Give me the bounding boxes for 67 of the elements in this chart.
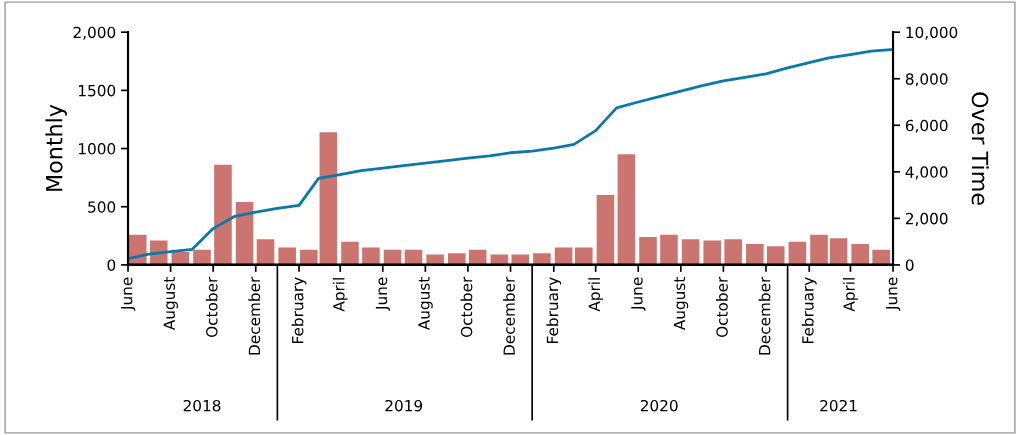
- bar: [554, 247, 573, 265]
- x-tick-label: April: [332, 278, 348, 312]
- x-tick-label: December: [758, 276, 771, 355]
- x-tick-label: June: [121, 277, 136, 311]
- bar: [766, 246, 785, 265]
- x-tick-label: February: [801, 277, 817, 343]
- x-tick-label: October: [205, 276, 218, 338]
- bar: [256, 239, 275, 265]
- bar: [681, 239, 700, 265]
- y2-tick-label: 10,000: [906, 26, 958, 40]
- bar: [596, 195, 615, 265]
- bar: [639, 236, 657, 265]
- line-series: [128, 48, 894, 261]
- x-tick-label: February: [291, 277, 307, 343]
- x-tick-label: October: [460, 276, 473, 338]
- y2-tick-label: 2,000: [905, 212, 948, 226]
- x-tick-label: December: [503, 276, 515, 355]
- x-tick-label: August: [418, 277, 433, 331]
- bar: [788, 241, 807, 265]
- bar: [319, 132, 338, 265]
- y2-tick-label: 4,000: [905, 166, 948, 180]
- bar: [703, 240, 722, 265]
- x-tick-label: April: [588, 278, 604, 312]
- bar: [575, 247, 593, 265]
- bar: [235, 202, 254, 265]
- x-tick-label: June: [886, 277, 901, 311]
- y-tick-label: 1500: [79, 84, 116, 97]
- x-tick-label: August: [673, 277, 689, 331]
- y2-tick-label: 8,000: [905, 73, 948, 87]
- bar: [214, 164, 232, 265]
- y-axis-title: Monthly: [45, 104, 67, 191]
- bar: [724, 239, 742, 265]
- bar: [490, 254, 509, 265]
- bar: [617, 154, 636, 265]
- y-tick-label: 500: [88, 201, 116, 213]
- x2-tick-label: 2020: [640, 399, 678, 412]
- bar: [426, 254, 444, 265]
- bar: [872, 249, 890, 265]
- bar: [341, 241, 359, 265]
- y-tick-label: 2,000: [73, 26, 116, 40]
- x-tick-label: October: [716, 276, 728, 338]
- y2-axis-title: Over Time: [971, 92, 989, 205]
- bar: [660, 234, 678, 265]
- bar: [193, 249, 211, 265]
- bar: [362, 247, 380, 265]
- bar: [810, 234, 828, 265]
- bar: [447, 253, 466, 265]
- x2-tick-label: 2018: [183, 399, 221, 412]
- bar: [851, 243, 869, 265]
- y-tick-label: 0: [107, 259, 116, 271]
- bar: [533, 253, 551, 265]
- bar: [511, 254, 530, 265]
- bar: [829, 238, 848, 265]
- x2-tick-label: 2021: [820, 399, 857, 412]
- bar: [300, 249, 318, 265]
- x-tick-label: February: [546, 277, 562, 343]
- x-tick-label: December: [248, 276, 261, 355]
- bar: [746, 243, 764, 265]
- bar: [278, 247, 296, 265]
- x2-tick-label: 2019: [385, 399, 423, 412]
- x-tick-label: June: [375, 277, 391, 311]
- x-tick-label: June: [631, 277, 646, 311]
- x-tick-label: August: [163, 277, 178, 331]
- y2-tick-label: 0: [905, 259, 914, 271]
- y-tick-label: 1000: [79, 143, 116, 155]
- y2-tick-label: 6,000: [905, 119, 948, 133]
- x-tick-label: April: [843, 278, 858, 312]
